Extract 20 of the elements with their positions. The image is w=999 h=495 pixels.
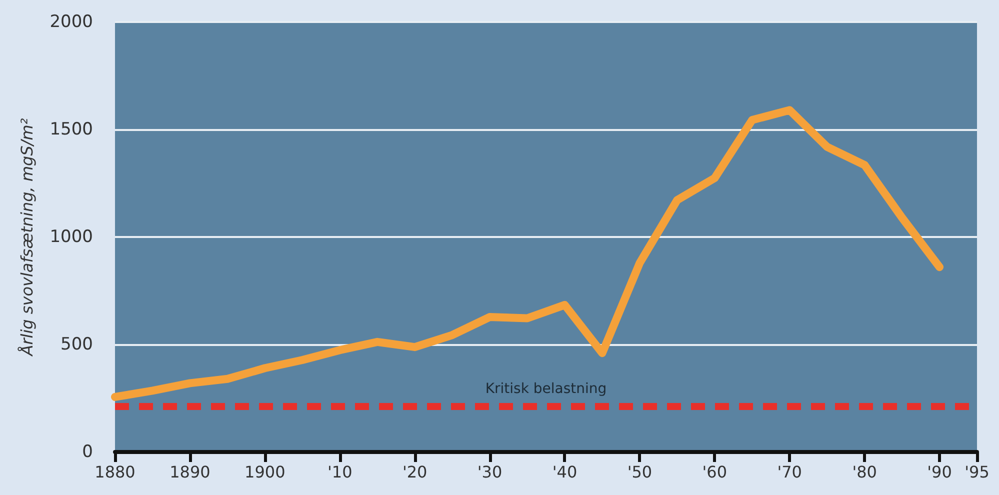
x-tick-label: 1900 [244, 462, 286, 482]
x-tick-label: '40 [552, 462, 578, 482]
x-tick-label: 1890 [170, 462, 210, 482]
x-tick-label: '80 [852, 462, 877, 482]
y-axis-title: Årlig svovlafsætning, mgS/m² [18, 118, 36, 357]
x-tick-label: 1880 [94, 462, 136, 482]
x-tick-label: '50 [627, 462, 652, 482]
x-tick-label: '10 [327, 462, 352, 482]
y-tick-label: 1000 [50, 227, 93, 247]
x-tick-label: '20 [402, 462, 428, 482]
y-tick-label: 2000 [50, 12, 93, 32]
x-tick-label: '30 [477, 462, 502, 482]
x-tick-label: '60 [702, 462, 728, 482]
ref-line-label: Kritisk belastning [485, 380, 607, 397]
x-tick-label: '70 [777, 462, 802, 482]
x-tick-label: '90 [927, 462, 952, 482]
y-tick-label: 0 [82, 442, 93, 462]
y-tick-label: 500 [60, 334, 93, 354]
x-tick-label: '95 [964, 462, 990, 482]
y-tick-label: 1500 [50, 120, 93, 140]
